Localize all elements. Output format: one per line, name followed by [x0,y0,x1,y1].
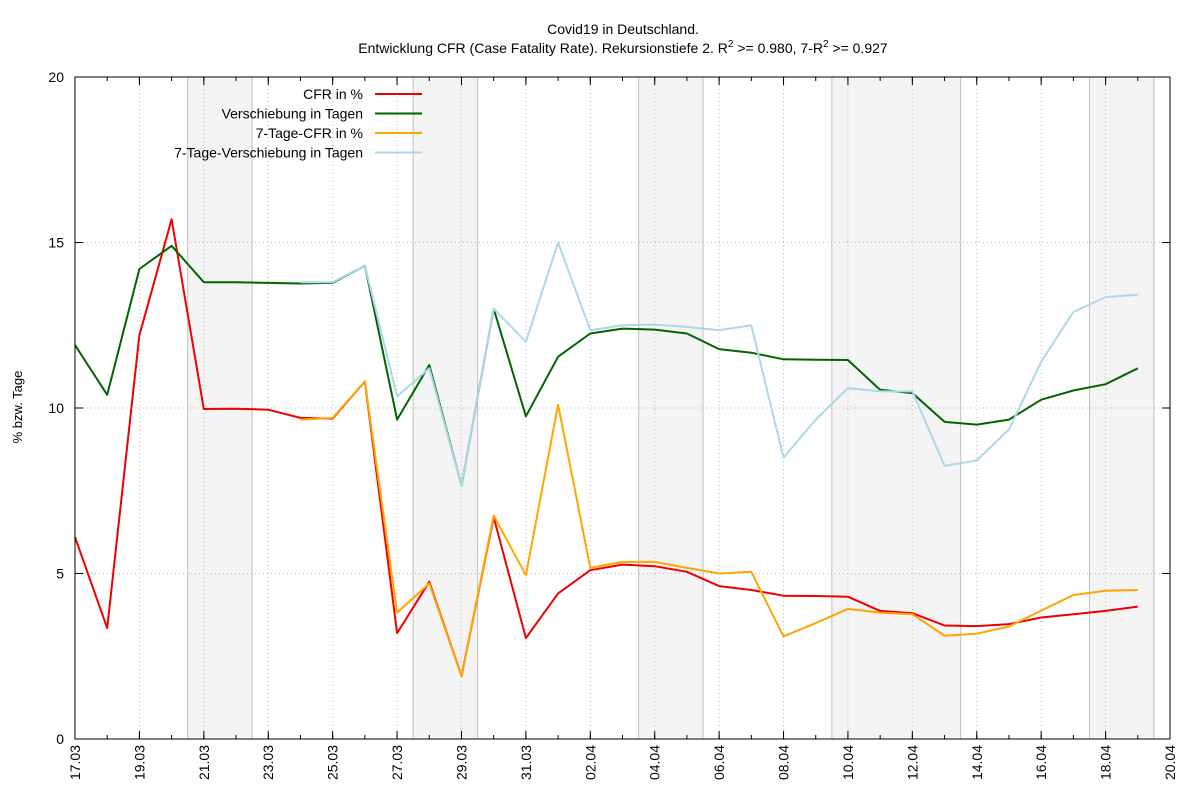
y-tick-label: 0 [56,731,64,747]
weekend-band [638,77,704,739]
axis-ticks [74,76,1171,740]
x-tick-label: 16.04 [1033,745,1049,780]
x-tick-label: 02.04 [582,745,598,780]
x-tick-label: 20.04 [1162,745,1178,780]
x-tick-label: 06.04 [711,745,727,780]
y-tick-label: 15 [48,235,64,251]
x-tick-label: 10.04 [840,745,856,780]
x-tick-label: 27.03 [389,745,405,780]
series-line-2 [74,244,1139,487]
grid-lines [75,77,1170,739]
x-tick-label: 04.04 [647,745,663,780]
x-tick-labels: 17.03 19.03 21.03 23.03 25.03 27.03 29.03 31.03… [67,745,1178,780]
legend-label-1: CFR in % [303,86,363,102]
chart-title: Covid19 in Deutschland. [547,21,699,37]
legend-label-3: 7-Tage-CFR in % [256,125,363,141]
series-line-1 [74,218,1138,678]
x-tick-label: 25.03 [325,745,341,780]
x-tick-label: 23.03 [260,745,276,780]
series-line-3 [300,380,1138,678]
series-lines [74,218,1139,678]
weekend-shading [187,77,1155,739]
chart-subtitle: Entwicklung CFR (Case Fatality Rate). Re… [358,39,888,56]
legend: CFR in % Verschiebung in Tagen 7-Tage-CFR … [174,86,422,161]
x-tick-label: 21.03 [196,745,212,780]
y-axis-label: % bzw. Tage [10,371,25,444]
y-tick-label: 5 [56,566,64,582]
y-tick-label: 20 [48,69,64,85]
x-tick-label: 29.03 [453,745,469,780]
legend-label-4: 7-Tage-Verschiebung in Tagen [174,145,363,161]
y-tick-labels: 0 5 10 15 20 [48,69,64,747]
y-tick-label: 10 [48,400,64,416]
x-tick-label: 19.03 [131,745,147,780]
x-tick-label: 17.03 [67,745,83,780]
x-tick-label: 31.03 [518,745,534,780]
x-tick-label: 12.04 [904,745,920,780]
x-tick-label: 14.04 [969,745,985,780]
legend-label-2: Verschiebung in Tagen [222,106,363,122]
x-tick-label: 18.04 [1098,745,1114,780]
x-tick-label: 08.04 [776,745,792,780]
series-line-4 [300,241,1138,487]
